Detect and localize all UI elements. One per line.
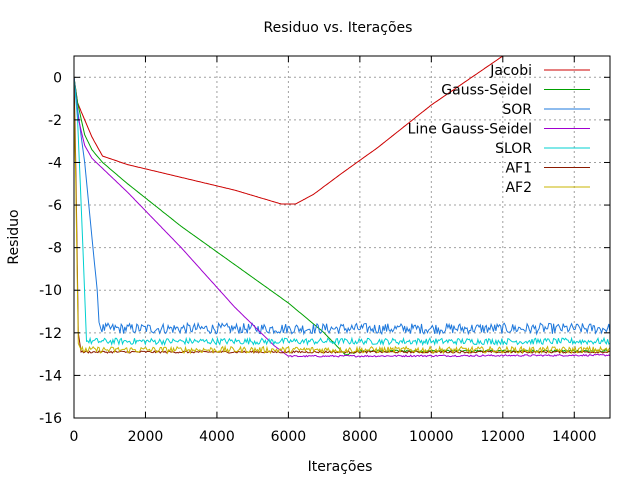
y-axis-label: Residuo <box>6 209 22 264</box>
series-line-gauss-seidel <box>74 77 610 356</box>
legend-label: AF2 <box>505 180 532 196</box>
x-tick-label: 12000 <box>481 429 526 445</box>
x-tick-label: 0 <box>70 429 79 445</box>
plot-frame <box>73 55 611 419</box>
x-tick-label: 4000 <box>199 429 235 445</box>
series-lines <box>74 56 610 358</box>
series-line-af2 <box>74 98 610 355</box>
y-tick-label: -4 <box>48 155 62 171</box>
legend: Jacobi Gauss-Seidel SOR Line Gauss-Seidel SL… <box>408 63 590 196</box>
grid-lines <box>74 56 610 418</box>
series-line-af1 <box>74 77 610 354</box>
y-tick-label: -16 <box>39 411 62 427</box>
legend-label: Gauss-Seidel <box>441 83 532 99</box>
y-tick-label: 0 <box>53 70 62 86</box>
x-tick-labels: 0 2000 4000 6000 8000 10000 12000 14000 <box>70 429 597 445</box>
legend-label: SLOR <box>495 141 532 157</box>
series-line-sor <box>74 77 610 336</box>
x-tick-label: 8000 <box>342 429 378 445</box>
y-tick-label: -8 <box>48 241 62 257</box>
y-tick-label: -14 <box>39 368 62 384</box>
y-tick-label: -10 <box>39 283 62 299</box>
series-line-slor <box>74 77 610 347</box>
legend-label: Line Gauss-Seidel <box>408 122 532 138</box>
x-tick-label: 6000 <box>271 429 307 445</box>
y-tick-label: -2 <box>48 113 62 129</box>
legend-label: SOR <box>502 102 532 118</box>
chart-title: Residuo vs. Iterações <box>264 20 413 36</box>
y-tick-label: -6 <box>48 198 62 214</box>
x-tick-label: 14000 <box>552 429 597 445</box>
legend-label: AF1 <box>505 161 532 177</box>
y-tick-labels: 0 -2 -4 -6 -8 -10 -12 -14 -16 <box>39 70 62 427</box>
legend-label: Jacobi <box>489 63 532 79</box>
x-tick-label: 2000 <box>128 429 164 445</box>
y-tick-label: -12 <box>39 326 62 342</box>
x-tick-label: 10000 <box>409 429 454 445</box>
x-axis-label: Iterações <box>308 459 373 475</box>
axis-ticks <box>73 56 610 419</box>
series-line-jacobi <box>74 56 504 205</box>
series-line-line-gauss-seidel <box>74 77 610 358</box>
